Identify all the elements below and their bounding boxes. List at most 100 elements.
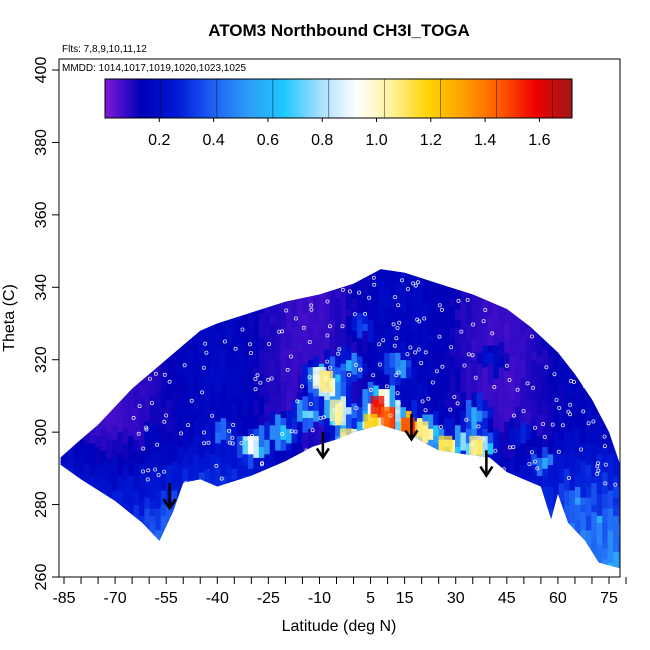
heatmap-cell — [155, 392, 162, 404]
heatmap-cell — [253, 385, 260, 400]
heatmap-cell — [624, 378, 630, 393]
heatmap-cell — [465, 385, 472, 400]
heatmap-cell — [389, 327, 396, 335]
heatmap-cell — [188, 450, 194, 466]
heatmap-cell — [193, 577, 199, 585]
sample-point — [227, 428, 232, 433]
heatmap-cell — [629, 476, 635, 487]
heatmap-cell — [340, 370, 347, 382]
heatmap-cell — [585, 475, 592, 487]
y-tick-label: 380 — [33, 129, 50, 156]
heatmap-cell — [574, 428, 581, 451]
heatmap-cell — [389, 334, 396, 353]
heatmap-cell — [384, 316, 391, 328]
heatmap-cell — [253, 399, 260, 415]
heatmap-cell — [433, 298, 439, 313]
sample-point — [141, 469, 146, 474]
heatmap-cell — [302, 410, 309, 418]
arrow-head — [479, 465, 494, 478]
heatmap-cell — [542, 377, 549, 400]
heatmap-cell — [198, 338, 205, 353]
heatmap-cell — [558, 453, 565, 469]
sample-point — [337, 347, 342, 352]
heatmap-cell — [367, 367, 374, 382]
heatmap-cell — [525, 399, 532, 411]
heatmap-cell — [509, 363, 516, 382]
heatmap-cell — [629, 494, 635, 505]
heatmap-cell — [416, 283, 423, 306]
heatmap-cell — [406, 377, 412, 400]
heatmap-cell — [335, 348, 341, 368]
heatmap-cell — [433, 367, 439, 390]
heatmap-cell — [547, 356, 554, 368]
heatmap-cell — [215, 468, 221, 491]
heatmap-cell — [629, 305, 635, 316]
sample-point — [521, 408, 526, 413]
heatmap-cell — [160, 424, 167, 444]
heatmap-cell — [624, 447, 630, 466]
sample-point — [253, 376, 258, 381]
heatmap-cell — [269, 301, 276, 317]
heatmap-cell — [498, 432, 505, 455]
heatmap-cell — [487, 417, 494, 433]
heatmap-cell — [542, 424, 549, 447]
heatmap-cell — [569, 377, 576, 397]
heatmap-cell — [542, 475, 549, 487]
heatmap-cell — [520, 392, 527, 408]
heatmap-cell — [100, 461, 107, 469]
arrow-head — [162, 498, 177, 511]
sample-point — [437, 334, 442, 339]
sample-point — [182, 363, 187, 368]
heatmap-cell — [215, 341, 221, 350]
heatmap-cell — [624, 316, 630, 331]
heatmap-cell — [378, 301, 385, 324]
heatmap-cell — [422, 316, 429, 328]
sample-point — [327, 365, 332, 370]
heatmap-cell — [624, 544, 630, 552]
heatmap-cell — [547, 435, 554, 455]
heatmap-cell — [531, 392, 538, 400]
y-tick-label: 300 — [33, 419, 50, 446]
sample-point — [219, 476, 224, 481]
heatmap-cell — [242, 338, 249, 357]
heatmap-cell — [482, 417, 489, 429]
heatmap-cell — [340, 276, 347, 299]
heatmap-cell — [515, 345, 521, 368]
sample-point — [405, 352, 410, 357]
sample-point — [309, 307, 314, 312]
heatmap-cell — [313, 338, 320, 357]
sample-point — [254, 436, 259, 441]
heatmap-cell — [188, 348, 194, 364]
sample-point — [550, 422, 555, 427]
heatmap-cell — [340, 345, 347, 364]
sample-point — [459, 329, 464, 334]
heatmap-cell — [128, 457, 134, 476]
heatmap-cell — [504, 385, 510, 408]
dates-label: MMDD: 1014,1017,1019,1020,1023,1025 — [62, 63, 246, 74]
heatmap-cell — [624, 269, 630, 288]
heatmap-cell — [286, 410, 292, 429]
heatmap-cell — [198, 363, 205, 386]
sample-point — [352, 312, 357, 317]
sample-point — [384, 384, 389, 389]
heatmap-cell — [585, 497, 592, 516]
heatmap-cell — [471, 381, 478, 393]
heatmap-cell — [438, 385, 445, 400]
heatmap-cell — [580, 577, 586, 585]
heatmap-cell — [275, 450, 281, 466]
sample-point — [325, 359, 330, 364]
sample-point — [255, 373, 260, 378]
heatmap-cell — [438, 334, 445, 346]
sample-point — [357, 290, 362, 295]
heatmap-cell — [155, 424, 162, 440]
heatmap-cell — [242, 417, 249, 437]
heatmap-cell — [536, 356, 543, 364]
heatmap-cell — [536, 392, 543, 408]
heatmap-cell — [351, 280, 358, 299]
heatmap-cell — [144, 486, 151, 498]
heatmap-cell — [384, 352, 391, 375]
heatmap-cell — [307, 381, 314, 393]
heatmap-cell — [629, 363, 635, 378]
sample-point — [336, 351, 341, 356]
heatmap-cell — [313, 316, 320, 324]
